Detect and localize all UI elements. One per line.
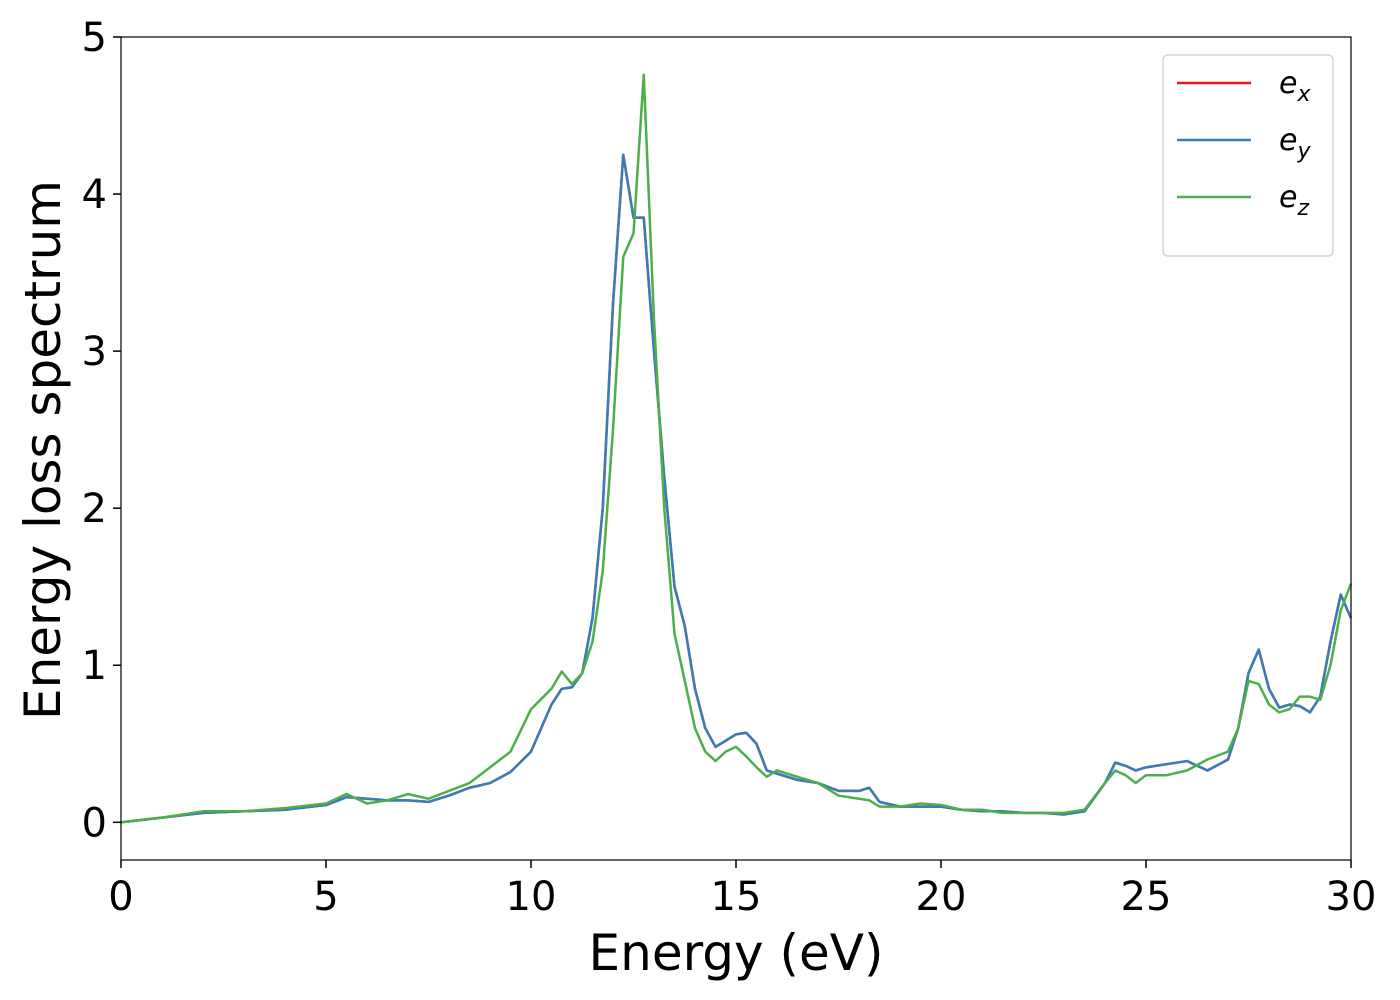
series-line [120,153,1353,824]
legend-label: ey [1279,123,1311,164]
y-tick-label: 3 [82,329,107,375]
legend: ex ey ez [1162,54,1334,257]
x-tick-label: 15 [711,874,762,920]
legend-label: ex [1279,66,1311,107]
y-tick-label: 5 [82,15,107,61]
y-tick-label: 4 [82,172,107,218]
plot-frame [120,36,1352,861]
x-tick-label: 30 [1326,874,1377,920]
x-tick-label: 0 [108,874,133,920]
y-tick-label: 0 [82,800,107,846]
series-line [120,73,1353,824]
legend-label: ez [1279,180,1309,221]
x-tick-label: 20 [916,874,967,920]
x-axis-label: Energy (eV) [589,924,884,982]
y-tick-label: 2 [82,486,107,532]
y-tick-label: 1 [82,643,107,689]
x-tick-label: 5 [313,874,338,920]
legend-box [1162,54,1334,257]
y-axis-label: Energy loss spectrum [14,180,72,720]
x-tick-label: 10 [506,874,557,920]
x-tick-label: 25 [1121,874,1172,920]
